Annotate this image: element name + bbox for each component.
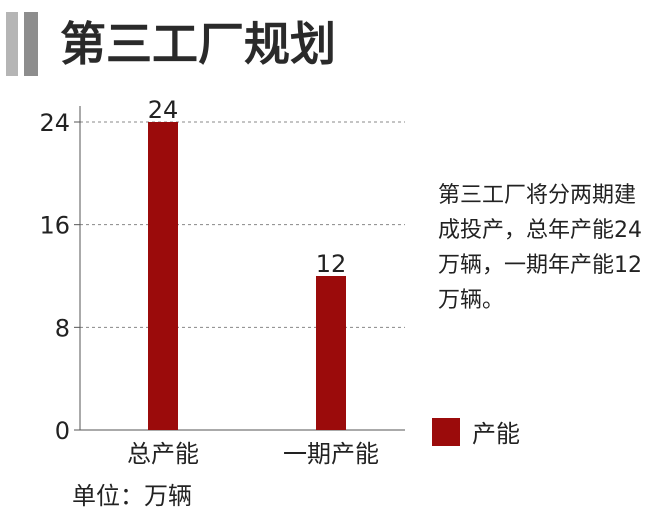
y-tick-label-0: 0 <box>55 417 70 445</box>
legend-swatch <box>432 417 460 446</box>
y-tick-label-16: 16 <box>39 212 70 240</box>
category-label-1: 一期产能 <box>283 440 379 468</box>
grid-lines <box>80 121 405 328</box>
y-tick-label-8: 8 <box>55 314 70 342</box>
unit-note: 单位：万辆 <box>72 482 192 510</box>
category-labels: 总产能 一期产能 <box>127 440 379 468</box>
data-label-1: 12 <box>316 250 347 278</box>
bars <box>148 122 346 430</box>
legend: 产能 <box>432 414 520 449</box>
category-label-0: 总产能 <box>127 440 199 468</box>
bar-0 <box>148 122 178 430</box>
data-labels: 24 12 <box>148 96 347 278</box>
bar-1 <box>316 276 346 430</box>
legend-label: 产能 <box>472 420 520 448</box>
y-tick-labels: 0 8 16 24 <box>39 109 80 445</box>
y-tick-label-24: 24 <box>39 109 70 137</box>
data-label-0: 24 <box>148 96 179 124</box>
page-title: 第三工厂规划 <box>60 17 336 71</box>
header-accent-bar-light <box>6 12 18 76</box>
annotation-text: 第三工厂将分两期建成投产，总年产能24万辆，一期年产能12万辆。 <box>438 183 642 313</box>
header-accent-bar-dark <box>24 12 38 76</box>
